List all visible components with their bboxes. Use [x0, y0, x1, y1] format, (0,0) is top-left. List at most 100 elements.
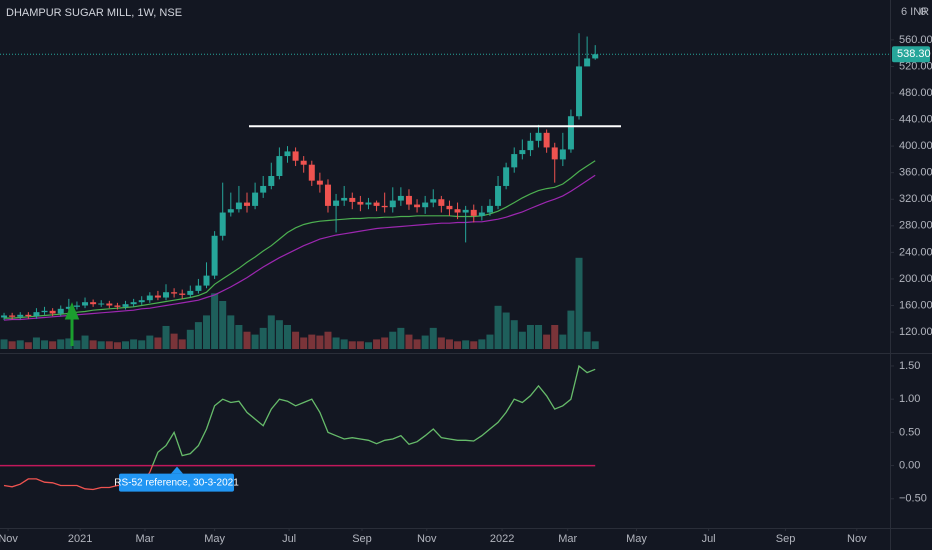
candle-body	[1, 315, 8, 318]
volume-bar	[308, 334, 316, 349]
candle-body	[33, 312, 40, 317]
price-marker	[892, 46, 930, 63]
candle-body	[203, 275, 210, 286]
candle-body	[57, 308, 64, 314]
volume-bar	[57, 339, 65, 349]
volume-bar	[535, 325, 543, 349]
candle-body	[268, 176, 275, 186]
candle-body	[576, 66, 583, 117]
candle-body	[49, 310, 56, 314]
volume-bar	[575, 257, 583, 349]
candle-body	[486, 205, 493, 213]
y-tick-label: −0.50	[899, 493, 927, 505]
candle-body	[349, 197, 356, 202]
candle-body	[195, 285, 202, 291]
x-tick-label: 2021	[68, 533, 92, 545]
y-tick-label: 1.00	[899, 393, 920, 405]
candle-body	[243, 202, 250, 206]
volume-bar	[445, 339, 453, 349]
volume-bar	[73, 340, 81, 349]
candle-body	[154, 295, 161, 298]
y-tick-label: 0.00	[899, 459, 920, 471]
volume-bar	[340, 339, 348, 349]
candle-body	[592, 54, 599, 59]
volume-bar	[300, 337, 308, 349]
candle-body	[252, 192, 259, 206]
volume-bar	[421, 335, 429, 349]
volume-bar	[510, 320, 518, 349]
candle-body	[365, 202, 372, 205]
y-tick-label: 480.00	[899, 87, 932, 99]
volume-bar	[478, 339, 486, 349]
candle-body	[454, 209, 461, 213]
chart-title: DHAMPUR SUGAR MILL, 1W, NSE	[6, 7, 182, 19]
annotation-box	[119, 473, 234, 492]
x-tick-label: 2022	[490, 533, 514, 545]
volume-bar	[211, 293, 219, 349]
moving-average	[4, 160, 596, 319]
volume-bar	[105, 341, 113, 349]
x-tick-label: May	[626, 533, 647, 545]
rs-line	[3, 364, 596, 491]
annotation-text: RS-52 reference, 30-3-2021	[114, 478, 239, 489]
candle-body	[211, 235, 218, 276]
candle-body	[171, 292, 178, 294]
volume-bar	[454, 341, 462, 349]
volume-bar	[194, 322, 202, 349]
candle-body	[260, 185, 267, 193]
x-tick-label: Mar	[558, 533, 577, 545]
volume-bar	[243, 331, 251, 349]
y-tick-label: 120.00	[899, 326, 932, 338]
volume-bar	[389, 331, 397, 349]
candle-body	[543, 132, 550, 148]
volume-bar	[203, 315, 211, 349]
candle-body	[179, 293, 186, 295]
volume-bar	[146, 335, 154, 349]
volume-bar	[405, 334, 413, 349]
candle-body	[138, 300, 145, 303]
volume-bar	[275, 320, 283, 349]
candle-body	[41, 310, 48, 313]
volume-bar	[24, 342, 32, 349]
y-tick-label: 520.00	[899, 60, 932, 72]
candle-body	[584, 58, 591, 67]
y-tick-label: 280.00	[899, 220, 932, 232]
candle-body	[559, 149, 566, 160]
candle-body	[9, 315, 16, 317]
volume-bar	[356, 341, 364, 349]
candle-body	[146, 295, 153, 301]
candle-body	[511, 154, 518, 168]
annotation-pointer	[171, 466, 183, 474]
volume-bar	[32, 337, 40, 349]
x-tick-label: Sep	[352, 533, 372, 545]
volume-bar	[543, 334, 551, 349]
volume-bar	[283, 325, 291, 349]
candle-body	[495, 185, 502, 206]
volume-bar	[591, 341, 599, 349]
volume-bar	[97, 341, 105, 349]
candle-body	[341, 197, 348, 201]
candle-body	[187, 290, 194, 295]
candle-body	[114, 305, 121, 307]
volume-bar	[373, 339, 381, 349]
volume-bar	[81, 335, 89, 349]
candle-body	[82, 302, 89, 306]
y-tick-label: 160.00	[899, 299, 932, 311]
volume-bar	[227, 315, 235, 349]
candle-body	[292, 151, 299, 161]
volume-bar	[437, 337, 445, 349]
volume-bar	[219, 301, 227, 349]
candle-body	[389, 200, 396, 208]
volume-bar	[348, 341, 356, 349]
volume-bar	[470, 341, 478, 349]
candle-body	[235, 202, 242, 210]
candle-body	[65, 306, 72, 309]
y-tick-label: 440.00	[899, 113, 932, 125]
candle-body	[284, 151, 291, 157]
volume-bar	[502, 312, 510, 349]
candle-body	[478, 212, 485, 216]
volume-bar	[292, 331, 300, 349]
plot-layer: 560.00 520.00 480.00 440.00 400.00 360.00 320.…	[0, 33, 932, 545]
candle-body	[446, 205, 453, 210]
